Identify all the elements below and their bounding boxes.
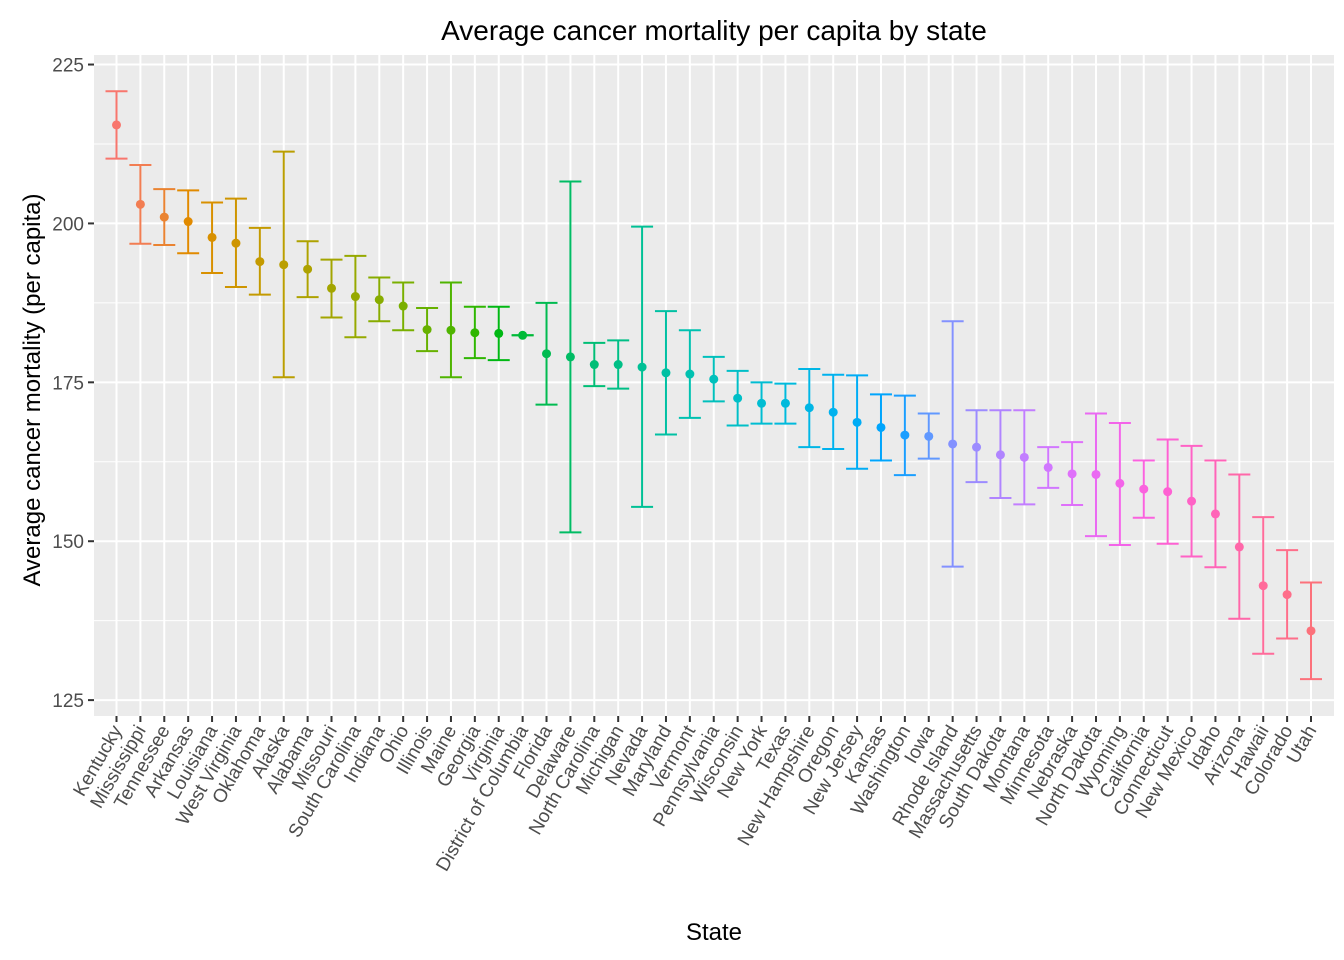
data-point (1091, 469, 1101, 479)
data-point (446, 325, 456, 335)
data-point (1067, 469, 1077, 479)
data-point (757, 398, 767, 408)
data-point (183, 217, 193, 227)
data-point (1234, 542, 1244, 552)
data-point (1163, 487, 1173, 497)
data-point (374, 295, 384, 305)
data-point (327, 283, 337, 293)
data-point (303, 264, 313, 274)
data-point (470, 328, 480, 338)
data-point (709, 374, 719, 384)
data-point (279, 260, 289, 270)
data-point (948, 439, 958, 449)
data-point (422, 325, 432, 335)
data-point (828, 407, 838, 417)
data-point (159, 212, 169, 222)
y-tick-label: 200 (52, 214, 84, 235)
y-tick-label: 225 (52, 56, 84, 77)
data-point (780, 398, 790, 408)
data-point (518, 330, 528, 340)
data-point (733, 393, 743, 403)
y-axis-title: Average cancer mortality (per capita) (19, 193, 46, 586)
data-point (112, 120, 121, 130)
x-axis: KentuckyMississippiTennesseeArkansasLoui… (70, 716, 1321, 875)
data-point (1282, 590, 1292, 600)
data-point (972, 442, 982, 452)
data-point (876, 422, 886, 432)
data-point (542, 349, 552, 359)
data-point (995, 450, 1005, 460)
data-point (398, 301, 408, 311)
y-tick-label: 125 (52, 691, 84, 712)
data-point (852, 417, 862, 427)
data-point (1139, 484, 1149, 494)
data-point (231, 238, 241, 248)
data-point (685, 369, 695, 379)
data-point (924, 431, 934, 441)
data-point (1187, 496, 1197, 506)
data-point (661, 368, 671, 378)
point-layer (112, 120, 1316, 636)
data-point (589, 360, 599, 370)
data-point (613, 360, 623, 370)
y-tick-label: 175 (52, 373, 84, 394)
data-point (350, 292, 360, 302)
data-point (135, 199, 145, 209)
data-point (637, 362, 647, 372)
data-point (494, 328, 504, 338)
y-axis: 125 150 175 200 225 (52, 56, 94, 712)
data-point (1115, 478, 1125, 488)
data-point (1019, 452, 1029, 462)
data-point (207, 232, 217, 242)
x-axis-title: State (686, 919, 742, 946)
data-point (900, 430, 910, 440)
grid-major-lines (94, 55, 1334, 716)
data-point (1210, 509, 1220, 519)
data-point (565, 352, 575, 362)
data-point (804, 403, 814, 413)
data-point (1306, 626, 1316, 636)
data-point (255, 257, 265, 267)
data-point (1258, 581, 1268, 591)
y-tick-label: 150 (52, 532, 84, 553)
chart-title: Average cancer mortality per capita by s… (441, 15, 987, 46)
data-point (1043, 462, 1053, 472)
